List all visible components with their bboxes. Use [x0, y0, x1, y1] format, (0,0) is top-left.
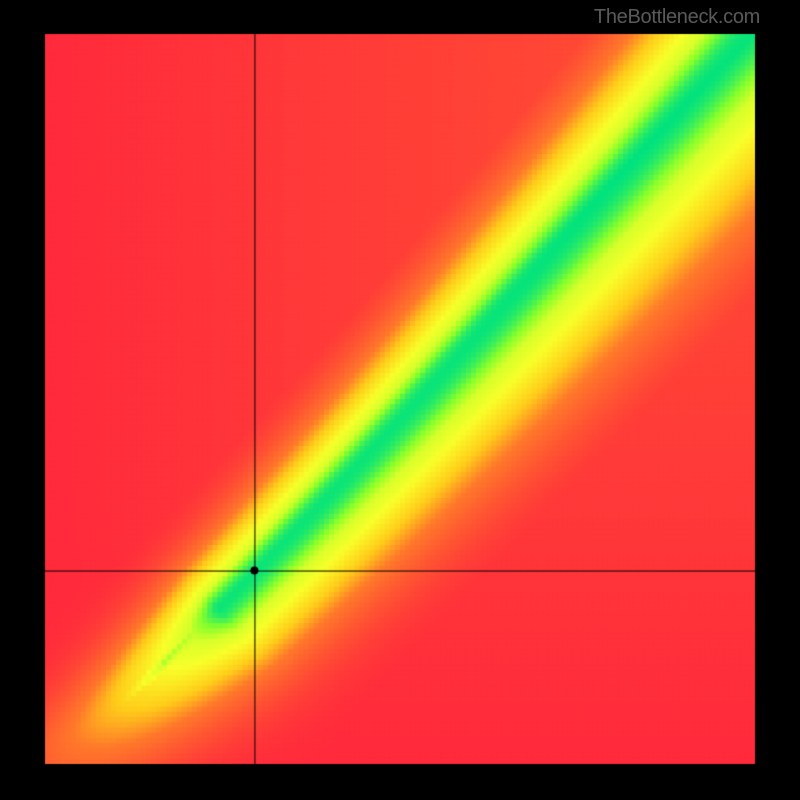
watermark-text: TheBottleneck.com: [594, 6, 760, 29]
bottleneck-heatmap: [0, 0, 800, 800]
